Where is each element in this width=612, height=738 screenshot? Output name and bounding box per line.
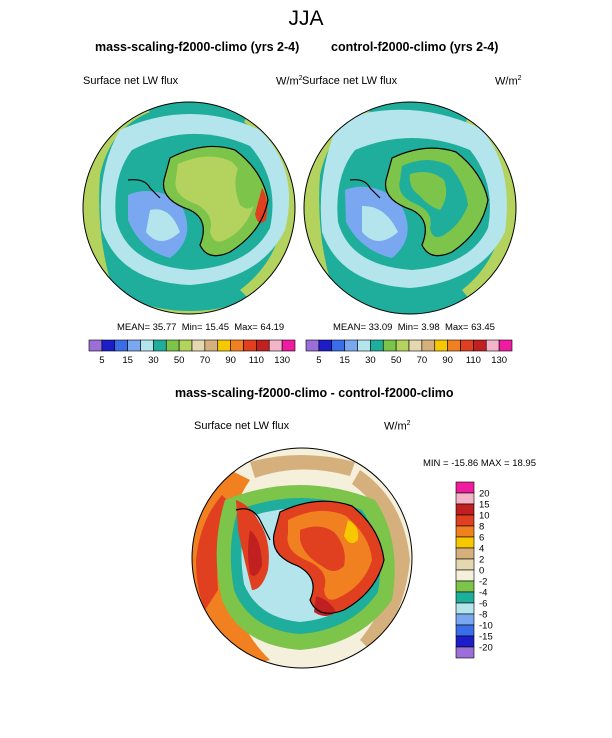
panel1-variable: Surface net LW flux — [83, 75, 179, 87]
colorbar-box — [434, 339, 448, 352]
colorbar-box — [281, 339, 296, 352]
colorbar-tick-label: 110 — [466, 355, 481, 366]
colorbar-box — [114, 339, 128, 352]
colorbar-tick-label: 8 — [479, 522, 484, 533]
colorbar-tick-label: 15 — [122, 355, 133, 366]
colorbar-tick-label: 15 — [479, 500, 490, 511]
colorbar-box — [127, 339, 141, 352]
panel2-title: control-f2000-climo (yrs 2-4) — [331, 40, 499, 54]
colorbar-box — [268, 339, 283, 352]
colorbar-tick-label: 20 — [479, 489, 490, 500]
panel3-title: mass-scaling-f2000-climo - control-f2000… — [175, 386, 454, 400]
colorbar-tick-label: 30 — [365, 355, 376, 366]
colorbar-tick-label: 2 — [479, 555, 484, 566]
colorbar-box — [140, 339, 154, 352]
colorbar-tick-label: 30 — [148, 355, 159, 366]
colorbar-box — [455, 569, 475, 582]
colorbar-box — [305, 339, 320, 352]
colorbar-tick-label: 10 — [479, 511, 490, 522]
colorbar-tick-label: -8 — [479, 610, 487, 621]
colorbar-box — [318, 339, 333, 352]
colorbar-box — [455, 580, 475, 593]
colorbar-box — [455, 613, 475, 626]
colorbar-tick-label: -15 — [479, 632, 493, 643]
colorbar-box — [460, 339, 474, 352]
colorbar-tick-label: 5 — [316, 355, 321, 366]
colorbar-tick-label: 70 — [417, 355, 428, 366]
colorbar-panel1: 5 15 30 50 70 90 110 130 — [88, 339, 296, 366]
colorbar-tick-label: 90 — [225, 355, 236, 366]
colorbar-tick-label: 90 — [442, 355, 453, 366]
colorbar-box — [165, 339, 180, 352]
colorbar-box — [455, 492, 475, 505]
panel3-stats: MIN = -15.86 MAX = 18.95 — [423, 458, 537, 469]
colorbar-panel2: 5 15 30 50 70 90 110 130 — [305, 339, 513, 366]
colorbar-tick-label: 70 — [200, 355, 211, 366]
colorbar-box — [344, 339, 358, 352]
panel2-variable: Surface net LW flux — [302, 75, 398, 87]
colorbar-box — [256, 339, 270, 352]
colorbar-tick-label: -10 — [479, 621, 493, 632]
colorbar-box — [191, 339, 206, 352]
colorbar-tick-label: 50 — [174, 355, 185, 366]
colorbar-box — [331, 339, 345, 352]
colorbar-box — [455, 547, 475, 560]
colorbar-tick-label: -6 — [479, 599, 487, 610]
colorbar-box — [455, 525, 475, 538]
colorbar-box — [455, 635, 475, 648]
colorbar-box — [178, 339, 193, 352]
colorbar-tick-label: 50 — [391, 355, 402, 366]
colorbar-box — [455, 558, 475, 571]
colorbar-tick-label: -4 — [479, 588, 487, 599]
colorbar-box — [357, 339, 371, 352]
colorbar-box — [455, 646, 475, 659]
panel1-stats: MEAN= 35.77 Min= 15.45 Max= 64.19 — [117, 322, 285, 333]
colorbar-tick-label: 6 — [479, 533, 484, 544]
colorbar-box — [455, 591, 475, 604]
colorbar-box — [421, 339, 436, 352]
colorbar-box — [153, 339, 167, 352]
colorbar-box — [88, 339, 103, 352]
colorbar-box — [382, 339, 397, 352]
colorbar-box — [455, 481, 475, 494]
colorbar-tick-label: 110 — [249, 355, 264, 366]
map-mass-scaling — [82, 101, 296, 315]
colorbar-box — [485, 339, 500, 352]
panel2-stats: MEAN= 33.09 Min= 3.98 Max= 63.45 — [333, 322, 495, 333]
colorbar-box — [498, 339, 513, 352]
panel1-title: mass-scaling-f2000-climo (yrs 2-4) — [95, 40, 300, 54]
colorbar-box — [455, 503, 475, 516]
colorbar-tick-label: 130 — [491, 355, 507, 366]
colorbar-tick-label: 130 — [274, 355, 290, 366]
colorbar-tick-label: 0 — [479, 566, 484, 577]
panel3-variable: Surface net LW flux — [194, 420, 290, 432]
colorbar-tick-label: 15 — [339, 355, 350, 366]
colorbar-box — [243, 339, 257, 352]
colorbar-box — [230, 339, 244, 352]
main-title: JJA — [288, 7, 324, 30]
colorbar-box — [455, 602, 475, 615]
colorbar-box — [455, 624, 475, 637]
map-control — [303, 101, 517, 315]
colorbar-tick-label: 5 — [99, 355, 104, 366]
panel2-units: W/m2 — [495, 75, 522, 88]
panel3-units: W/m2 — [384, 420, 411, 433]
colorbar-tick-label: -20 — [479, 643, 493, 654]
colorbar-tick-label: -2 — [479, 577, 487, 588]
panel1-units: W/m2 — [276, 75, 303, 88]
map-difference — [191, 447, 413, 669]
colorbar-box — [408, 339, 423, 352]
colorbar-box — [395, 339, 410, 352]
colorbar-box — [455, 514, 475, 527]
colorbar-box — [204, 339, 219, 352]
colorbar-box — [101, 339, 116, 352]
colorbar-box — [447, 339, 461, 352]
colorbar-box — [217, 339, 231, 352]
colorbar-box — [455, 536, 475, 549]
colorbar-box — [370, 339, 384, 352]
colorbar-tick-label: 4 — [479, 544, 484, 555]
colorbar-box — [473, 339, 487, 352]
